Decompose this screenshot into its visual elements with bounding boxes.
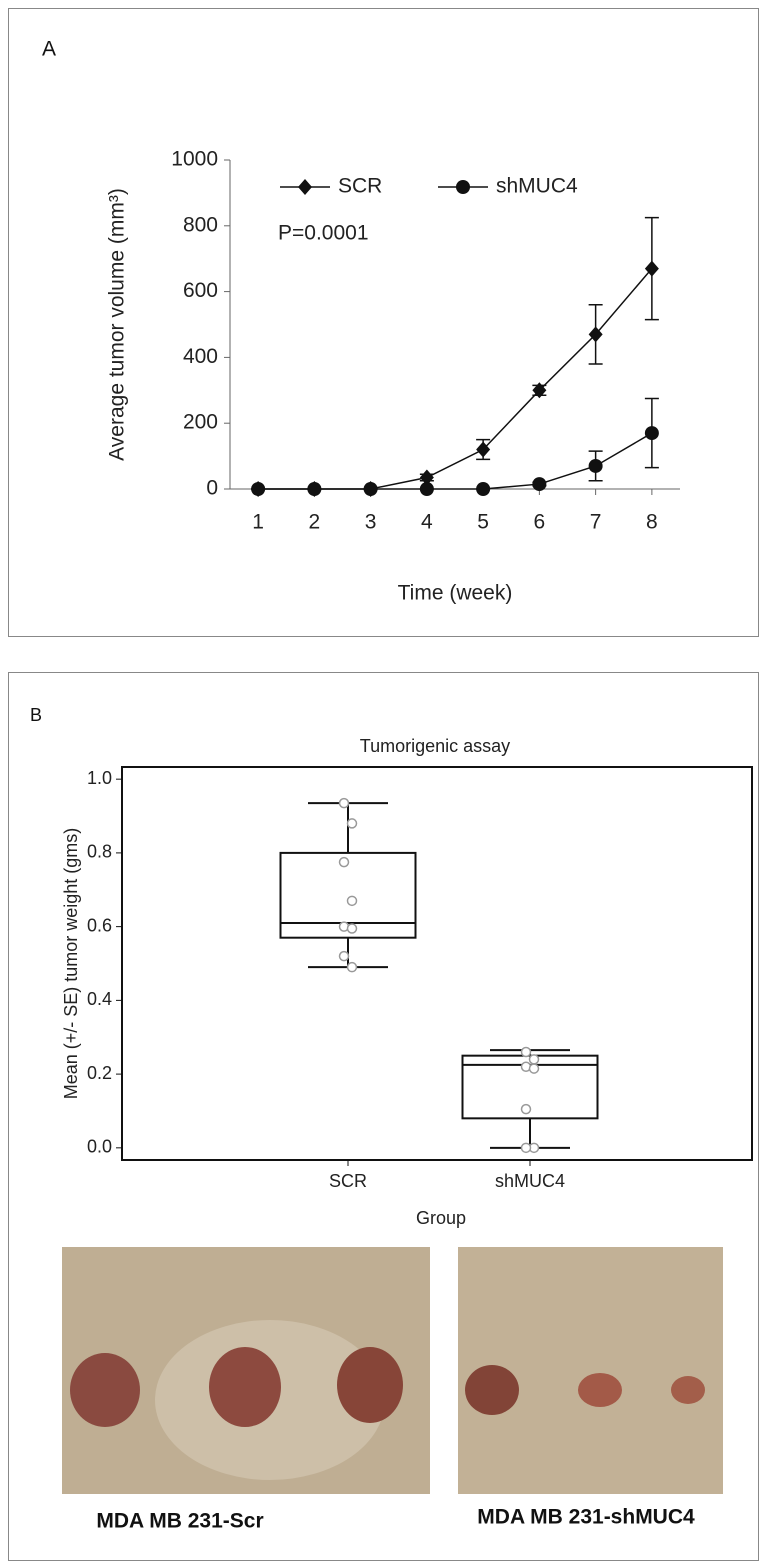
panel-label: B bbox=[30, 705, 42, 725]
x-tick-label: 5 bbox=[477, 511, 489, 534]
data-point bbox=[338, 950, 350, 962]
data-point bbox=[528, 1054, 540, 1065]
photo-detail bbox=[209, 1347, 281, 1427]
y-tick-label: 1000 bbox=[171, 148, 218, 171]
data-point bbox=[346, 895, 358, 907]
y-tick-label: 200 bbox=[183, 411, 218, 434]
marker bbox=[532, 382, 547, 399]
legend-marker bbox=[456, 180, 470, 194]
x-tick-label: 8 bbox=[646, 511, 658, 534]
panel-frame bbox=[8, 8, 759, 637]
data-point bbox=[346, 818, 358, 829]
photo-detail bbox=[337, 1347, 403, 1423]
marker bbox=[532, 477, 547, 492]
x-tick-label: 3 bbox=[365, 511, 377, 534]
y-tick-label: 400 bbox=[183, 345, 218, 368]
marker bbox=[588, 458, 603, 473]
marker bbox=[476, 482, 491, 496]
marker bbox=[363, 482, 378, 496]
x-axis-label: Time (week) bbox=[398, 582, 513, 605]
data-point bbox=[346, 961, 358, 973]
series-line bbox=[258, 268, 653, 490]
whisker bbox=[490, 1118, 570, 1149]
x-tick-label: 6 bbox=[534, 511, 546, 534]
plot-frame bbox=[121, 766, 753, 1161]
x-axis-label: Group bbox=[416, 1208, 466, 1228]
x-tick-label: SCR bbox=[329, 1171, 367, 1191]
y-tick-label: 0.6 bbox=[87, 915, 112, 935]
marker bbox=[644, 426, 659, 441]
legend-label: shMUC4 bbox=[496, 175, 578, 198]
y-tick-label: 0 bbox=[206, 477, 218, 500]
photo-caption: MDA MB 231-shMUC4 bbox=[477, 1506, 695, 1529]
y-tick-label: 800 bbox=[183, 213, 218, 236]
photo-detail bbox=[671, 1376, 705, 1404]
y-tick-label: 0.0 bbox=[87, 1137, 112, 1157]
panel-frame bbox=[8, 672, 759, 1561]
x-tick-label: 2 bbox=[309, 511, 321, 534]
photo-detail bbox=[70, 1353, 140, 1427]
y-tick-label: 0.8 bbox=[87, 842, 112, 862]
data-point bbox=[338, 856, 350, 868]
marker bbox=[588, 326, 603, 343]
y-axis-label: Average tumor volume (mm³) bbox=[106, 188, 129, 461]
y-tick-label: 600 bbox=[183, 279, 218, 302]
data-point bbox=[528, 1063, 540, 1074]
photo-detail bbox=[465, 1365, 519, 1415]
marker bbox=[307, 482, 322, 496]
y-tick-label: 0.2 bbox=[87, 1063, 112, 1083]
marker bbox=[419, 469, 434, 486]
data-point bbox=[520, 1046, 532, 1058]
x-tick-label: 7 bbox=[590, 511, 602, 534]
y-tick-label: 1.0 bbox=[87, 768, 112, 788]
data-point bbox=[520, 1142, 532, 1154]
panel-label: A bbox=[42, 38, 56, 61]
x-tick-label: 1 bbox=[252, 511, 264, 534]
photos bbox=[62, 1247, 723, 1494]
x-tick-label: 4 bbox=[421, 511, 433, 534]
legend-marker bbox=[298, 179, 312, 195]
data-point bbox=[520, 1103, 532, 1115]
annotation: P=0.0001 bbox=[278, 222, 369, 245]
photo-caption: MDA MB 231-Scr bbox=[96, 1510, 263, 1533]
data-point bbox=[338, 797, 350, 809]
marker bbox=[419, 482, 434, 496]
marker bbox=[476, 441, 491, 458]
y-tick-label: 0.4 bbox=[87, 989, 112, 1009]
whisker bbox=[308, 802, 388, 853]
whisker bbox=[308, 937, 388, 969]
chart-title: Tumorigenic assay bbox=[360, 736, 510, 756]
x-tick-label: shMUC4 bbox=[495, 1171, 565, 1191]
chart-a: A 0 200 400 600 800 1000 1 2 3 4 5 6 7 8 Time (week) Ave… bbox=[42, 38, 680, 605]
photo-detail bbox=[578, 1373, 622, 1407]
marker bbox=[644, 260, 659, 277]
chart-b: B Tumorigenic assay 0.0 0.2 0.4 0.6 0.8 1.0 Mean… bbox=[30, 705, 753, 1228]
data-point bbox=[346, 923, 358, 934]
series-line bbox=[258, 432, 653, 490]
y-axis-label: Mean (+/- SE) tumor weight (gms) bbox=[61, 828, 81, 1100]
legend-label: SCR bbox=[338, 175, 382, 198]
marker bbox=[251, 482, 266, 496]
